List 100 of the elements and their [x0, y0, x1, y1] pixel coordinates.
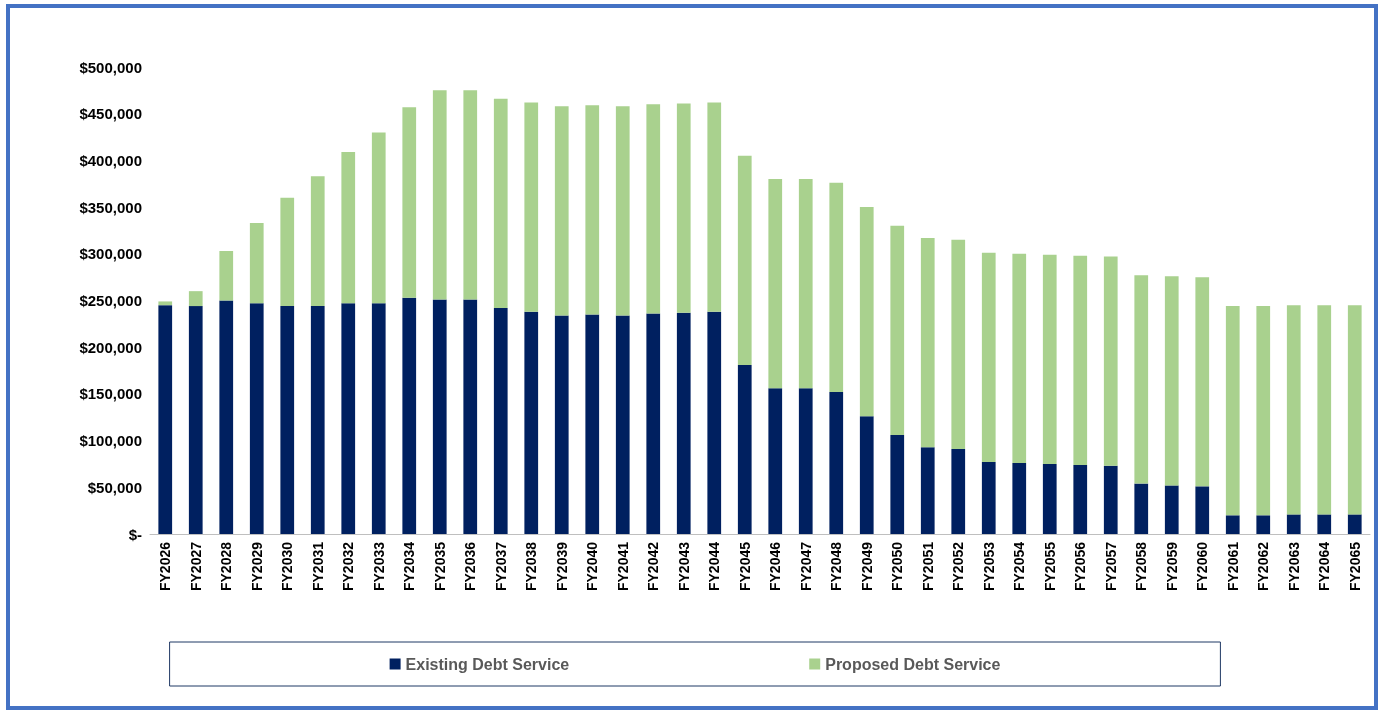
x-tick-label: FY2046 — [767, 541, 784, 592]
bar — [981, 462, 996, 534]
bar — [1286, 514, 1301, 534]
bar — [463, 90, 478, 300]
bar — [1103, 256, 1118, 466]
bar — [676, 103, 691, 313]
y-tick-label: $500,000 — [79, 58, 142, 76]
bar — [1012, 253, 1027, 464]
y-tick-label: $400,000 — [79, 151, 142, 169]
bar — [280, 197, 295, 307]
bar — [585, 105, 600, 315]
bar — [920, 447, 935, 534]
bar — [1042, 463, 1057, 534]
bar — [1347, 305, 1362, 515]
bar — [646, 104, 661, 314]
y-tick-label: $450,000 — [79, 105, 142, 123]
bar — [829, 182, 844, 393]
bar — [1073, 464, 1088, 534]
x-tick-label: FY2058 — [1133, 541, 1150, 592]
bar — [829, 392, 844, 534]
bar — [707, 311, 722, 534]
bar — [1225, 306, 1240, 516]
y-tick-label: $300,000 — [79, 245, 142, 263]
bar — [707, 102, 722, 312]
bar — [402, 107, 417, 298]
y-tick-label: $200,000 — [79, 338, 142, 356]
bar — [280, 306, 295, 534]
bar — [432, 299, 447, 534]
bar — [1134, 275, 1149, 484]
x-tick-label: FY2030 — [279, 541, 296, 592]
bar — [1256, 515, 1271, 534]
bar — [859, 416, 874, 534]
x-tick-label: FY2054 — [1011, 541, 1028, 592]
x-tick-label: FY2063 — [1285, 541, 1302, 592]
bar — [951, 449, 966, 534]
x-tick-label: FY2048 — [828, 541, 845, 592]
bar — [981, 252, 996, 463]
bar — [341, 303, 356, 534]
x-tick-label: FY2044 — [706, 541, 723, 592]
x-tick-label: FY2034 — [401, 541, 418, 592]
x-tick-label: FY2051 — [919, 541, 936, 592]
x-tick-label: FY2045 — [736, 541, 753, 592]
y-tick-label: $150,000 — [79, 385, 142, 403]
x-tick-label: FY2042 — [645, 541, 662, 592]
bar — [158, 305, 173, 534]
bar — [768, 179, 783, 389]
bar — [798, 388, 813, 534]
bar — [737, 155, 752, 365]
x-tick-label: FY2037 — [492, 541, 509, 592]
bar — [951, 239, 966, 450]
x-tick-label: FY2032 — [340, 541, 357, 592]
bar — [249, 222, 264, 304]
bar — [768, 388, 783, 534]
bar — [341, 151, 356, 304]
bar — [1317, 305, 1332, 515]
bar — [1164, 276, 1179, 486]
x-tick-label: FY2055 — [1041, 541, 1058, 592]
bar — [585, 314, 600, 534]
x-tick-label: FY2028 — [218, 541, 235, 592]
bar — [219, 300, 234, 534]
bar — [737, 364, 752, 534]
y-tick-label: $100,000 — [79, 432, 142, 450]
x-tick-label: FY2057 — [1102, 541, 1119, 592]
x-tick-label: FY2061 — [1224, 541, 1241, 592]
x-tick-label: FY2036 — [462, 541, 479, 592]
bar — [1317, 514, 1332, 534]
bar — [1347, 514, 1362, 534]
x-tick-label: FY2049 — [858, 541, 875, 592]
bar — [402, 297, 417, 534]
bar — [920, 237, 935, 448]
x-tick-label: FY2059 — [1163, 541, 1180, 592]
x-tick-label: FY2053 — [980, 541, 997, 592]
x-tick-label: FY2043 — [675, 541, 692, 592]
x-tick-label: FY2062 — [1255, 541, 1272, 592]
x-tick-label: FY2033 — [370, 541, 387, 592]
bar — [310, 306, 325, 534]
bar — [1103, 465, 1118, 534]
bar — [1042, 254, 1057, 464]
bar — [646, 313, 661, 534]
bar — [432, 90, 447, 300]
bar — [188, 291, 203, 307]
x-tick-label: FY2038 — [523, 541, 540, 592]
bar — [1286, 305, 1301, 515]
bar — [798, 179, 813, 389]
bar — [1164, 485, 1179, 534]
bar — [463, 299, 478, 534]
y-tick-label: $50,000 — [87, 478, 142, 496]
bar — [859, 207, 874, 417]
bar — [188, 306, 203, 534]
bar — [371, 303, 386, 534]
bar — [615, 106, 630, 316]
bar — [524, 102, 539, 312]
bar — [890, 435, 905, 534]
x-tick-label: FY2026 — [157, 541, 174, 592]
bar — [676, 312, 691, 534]
bar — [310, 176, 325, 307]
bar — [1256, 306, 1271, 516]
bar — [1225, 515, 1240, 534]
bar — [249, 303, 264, 534]
x-tick-label: FY2050 — [889, 541, 906, 592]
